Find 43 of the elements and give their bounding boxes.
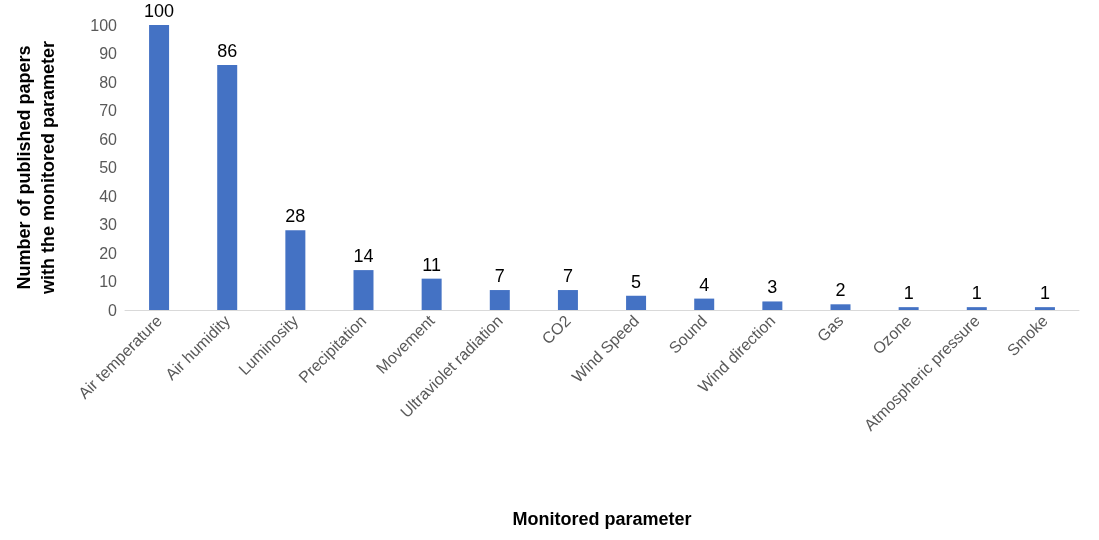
bar <box>762 301 783 310</box>
bar <box>557 290 578 310</box>
y-tick-label: 80 <box>99 73 118 91</box>
data-label: 86 <box>217 40 238 61</box>
y-tick-label: 50 <box>99 159 118 176</box>
y-tick-label: 60 <box>99 130 118 148</box>
y-tick-label: 100 <box>90 16 118 34</box>
data-label: 7 <box>494 266 505 287</box>
data-label: 11 <box>422 254 441 275</box>
data-label: 100 <box>144 1 175 21</box>
y-tick-label: 0 <box>108 301 118 319</box>
y-axis-title: Number of published papers with the monitored parameter <box>14 40 58 296</box>
bar <box>626 295 647 310</box>
data-label: 4 <box>699 274 710 295</box>
y-tick-label: 30 <box>99 216 118 233</box>
bar <box>217 64 238 310</box>
bar <box>694 298 715 310</box>
data-label: 5 <box>631 271 642 292</box>
data-label: 2 <box>835 280 846 301</box>
x-tick-label: Gas <box>813 311 847 345</box>
data-label: 28 <box>285 206 306 227</box>
x-tick-label: CO2 <box>538 311 575 348</box>
y-tick-label: 20 <box>99 244 118 262</box>
y-tick-label: 40 <box>99 187 118 205</box>
bar <box>830 304 851 310</box>
bar <box>489 290 510 310</box>
bar <box>898 307 919 310</box>
bar <box>421 278 442 310</box>
bar <box>1034 307 1055 310</box>
y-tick-label: 70 <box>99 102 118 119</box>
bar <box>149 25 170 310</box>
data-label: 3 <box>767 277 778 298</box>
data-label: 7 <box>562 266 573 287</box>
y-tick-label: 10 <box>99 273 118 290</box>
bar <box>285 230 306 310</box>
data-label: 14 <box>353 246 374 267</box>
bar <box>353 270 374 310</box>
data-label: 1 <box>903 283 914 304</box>
data-label: 1 <box>1039 283 1050 304</box>
x-axis-title: Monitored parameter <box>512 509 692 529</box>
y-tick-label: 90 <box>99 45 118 62</box>
bar <box>966 307 987 310</box>
data-label: 1 <box>971 283 982 304</box>
